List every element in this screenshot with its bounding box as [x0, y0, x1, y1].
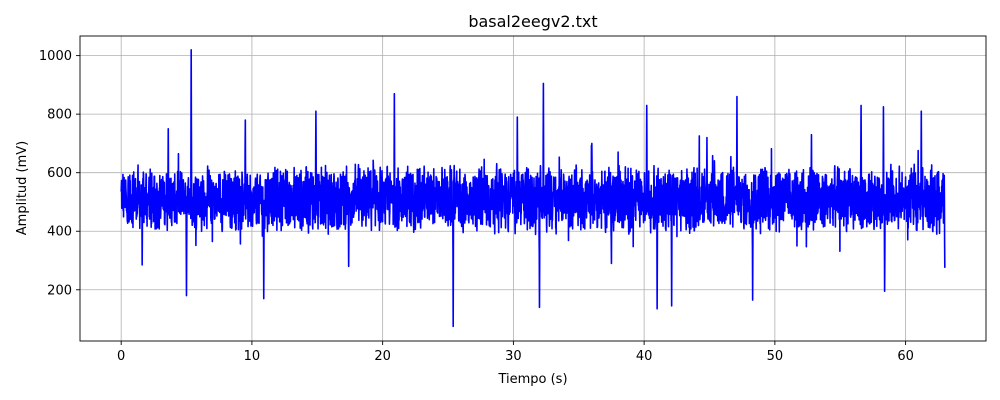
y-tick-label: 800	[47, 108, 72, 123]
y-axis-ticks: 200 400 600 800 1000	[39, 49, 80, 298]
x-tick-label: 10	[244, 349, 261, 364]
plot-area	[120, 48, 946, 328]
x-tick-label: 60	[897, 349, 914, 364]
x-tick-label: 40	[636, 349, 653, 364]
axes-frame	[79, 35, 987, 342]
y-tick-label: 600	[47, 166, 72, 181]
x-axis-ticks: 0 10 20 30 40 50 60	[117, 341, 914, 364]
series-line	[120, 48, 946, 328]
chart-title: basal2eegv2.txt	[468, 12, 597, 31]
x-tick-label: 30	[505, 349, 522, 364]
y-tick-label: 200	[47, 283, 72, 298]
x-tick-label: 50	[767, 349, 784, 364]
x-axis-label: Tiempo (s)	[497, 372, 567, 387]
y-tick-label: 1000	[39, 49, 72, 64]
x-tick-label: 0	[117, 349, 125, 364]
y-axis-label: Amplitud (mV)	[15, 141, 30, 235]
x-tick-label: 20	[374, 349, 391, 364]
y-tick-label: 400	[47, 225, 72, 240]
